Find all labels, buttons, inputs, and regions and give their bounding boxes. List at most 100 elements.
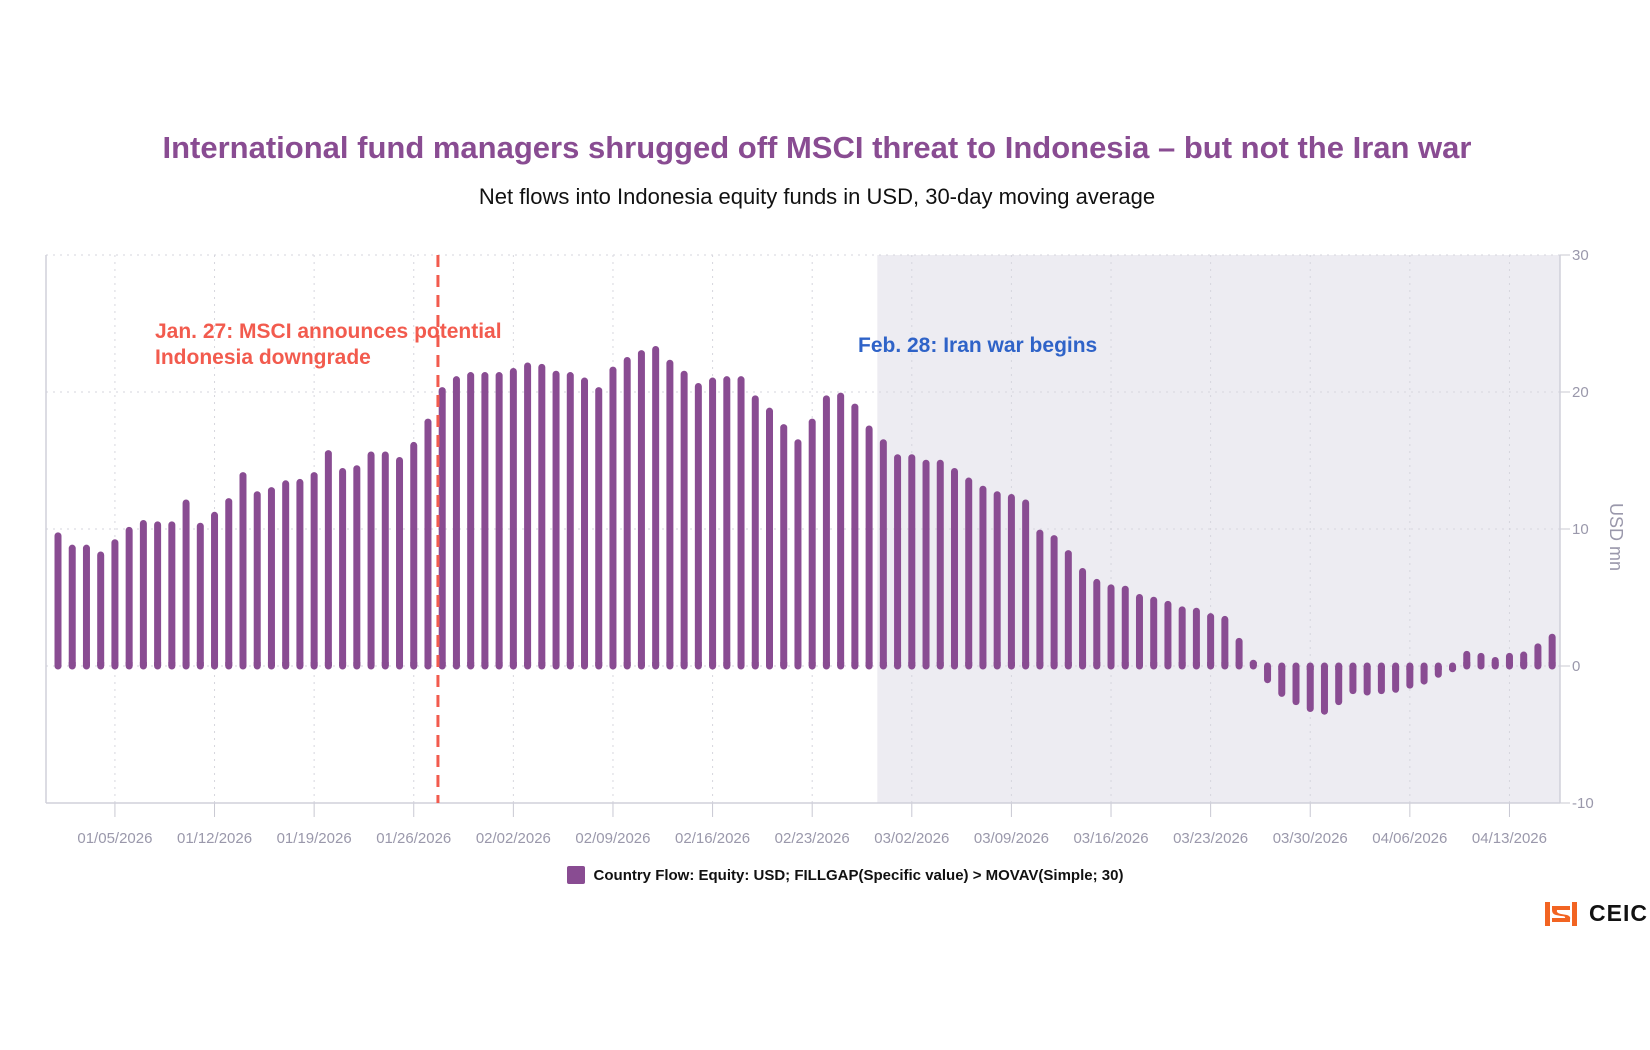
ceic-logo: CEIC [1545, 900, 1648, 927]
msci-annotation-text: Jan. 27: MSCI announces potential [155, 320, 502, 343]
bar-base [1420, 666, 1428, 670]
bar-base [1392, 666, 1400, 670]
bar-base [979, 662, 987, 666]
bar-base [865, 662, 873, 666]
y-tick-label: 30 [1572, 247, 1589, 264]
bar-base [922, 662, 930, 666]
bar-base [239, 662, 247, 666]
bar-base [566, 662, 574, 666]
ceic-logo-text: CEIC [1589, 900, 1648, 926]
bar-base [723, 662, 731, 666]
bar-base [1164, 662, 1172, 666]
bar-base [324, 662, 332, 666]
bar-base [1349, 666, 1357, 670]
bar-base [410, 662, 418, 666]
y-tick-label: 20 [1572, 384, 1589, 401]
bar-base [766, 662, 773, 666]
bar-base [1363, 666, 1371, 670]
x-tick-label: 04/06/2026 [1372, 830, 1447, 847]
bar-base [125, 662, 133, 666]
bar-base [1449, 666, 1457, 670]
x-tick-label: 04/13/2026 [1472, 830, 1547, 847]
bar-base [822, 662, 830, 666]
bar-base [694, 662, 702, 666]
chart-title: International fund managers shrugged off… [162, 130, 1472, 165]
bar-base [1150, 662, 1158, 666]
bar-base [1050, 662, 1058, 666]
bar-base [1306, 666, 1314, 670]
bar-base [652, 662, 660, 666]
x-tick-label: 03/02/2026 [874, 830, 949, 847]
y-tick-label: 10 [1572, 521, 1589, 538]
bar-base [1121, 662, 1129, 666]
iran-war-annotation-text: Feb. 28: Iran war begins [858, 334, 1097, 357]
bar-base [552, 662, 560, 666]
bar-base [467, 662, 475, 666]
bar-base [310, 662, 318, 666]
y-axis-title: USD mn [1606, 503, 1626, 571]
bar-base [965, 662, 973, 666]
bar-base [709, 662, 717, 666]
legend-label: Country Flow: Equity: USD; FILLGAP(Speci… [593, 867, 1124, 884]
bar-base [851, 662, 859, 666]
bar-base [481, 662, 489, 666]
bar-base [225, 662, 233, 666]
bar-base [837, 662, 845, 666]
bar-base [680, 662, 688, 666]
legend[interactable]: Country Flow: Equity: USD; FILLGAP(Speci… [0, 866, 1650, 884]
bar-base [524, 662, 532, 666]
bar-base [1022, 662, 1030, 666]
bar-base [879, 662, 887, 666]
bar-base [97, 662, 105, 666]
chart-subtitle: Net flows into Indonesia equity funds in… [478, 184, 1156, 209]
x-tick-label: 01/19/2026 [277, 830, 352, 847]
bar-base [282, 662, 290, 666]
y-tick-label: 0 [1572, 658, 1580, 675]
bar-base [609, 662, 617, 666]
bar-base [1477, 662, 1485, 666]
bar-base [1491, 662, 1499, 666]
bar-base [1007, 662, 1015, 666]
bar-base [211, 662, 219, 666]
bar-base [1320, 666, 1328, 670]
bar-base [339, 662, 347, 666]
bar-base [296, 662, 304, 666]
bar-base [1406, 666, 1414, 670]
bar-base [1548, 662, 1556, 666]
bar-base [538, 662, 546, 666]
bar-base [1463, 662, 1471, 666]
bar-base [1207, 662, 1215, 666]
bar-base [623, 662, 631, 666]
bar-base [1520, 662, 1528, 666]
bar-base [1221, 662, 1229, 666]
bar-base [1093, 662, 1101, 666]
x-tick-label: 02/23/2026 [775, 830, 850, 847]
bar-base [396, 662, 404, 666]
bar-base [495, 662, 503, 666]
msci-annotation-text: Indonesia downgrade [155, 346, 371, 369]
bar-base [581, 662, 589, 666]
bar-base [182, 662, 190, 666]
bar-base [1079, 662, 1087, 666]
bar-base [936, 662, 944, 666]
x-tick-label: 02/16/2026 [675, 830, 750, 847]
bar-base [82, 662, 90, 666]
bar-base [1107, 662, 1115, 666]
bar-base [111, 662, 119, 666]
bar-base [139, 662, 147, 666]
bar-base [894, 662, 902, 666]
bar-base [68, 662, 76, 666]
bar-base [666, 662, 674, 666]
bar-base [751, 662, 759, 666]
bar-base [1064, 662, 1072, 666]
bar-base [794, 662, 802, 666]
bar-base [1534, 662, 1542, 666]
bar-base [1264, 666, 1272, 670]
x-tick-label: 01/26/2026 [376, 830, 451, 847]
bar-base [267, 662, 275, 666]
bar-base [1249, 662, 1257, 666]
bar-base [196, 662, 204, 666]
bar-base [1278, 666, 1286, 670]
bar-base [1335, 666, 1343, 670]
